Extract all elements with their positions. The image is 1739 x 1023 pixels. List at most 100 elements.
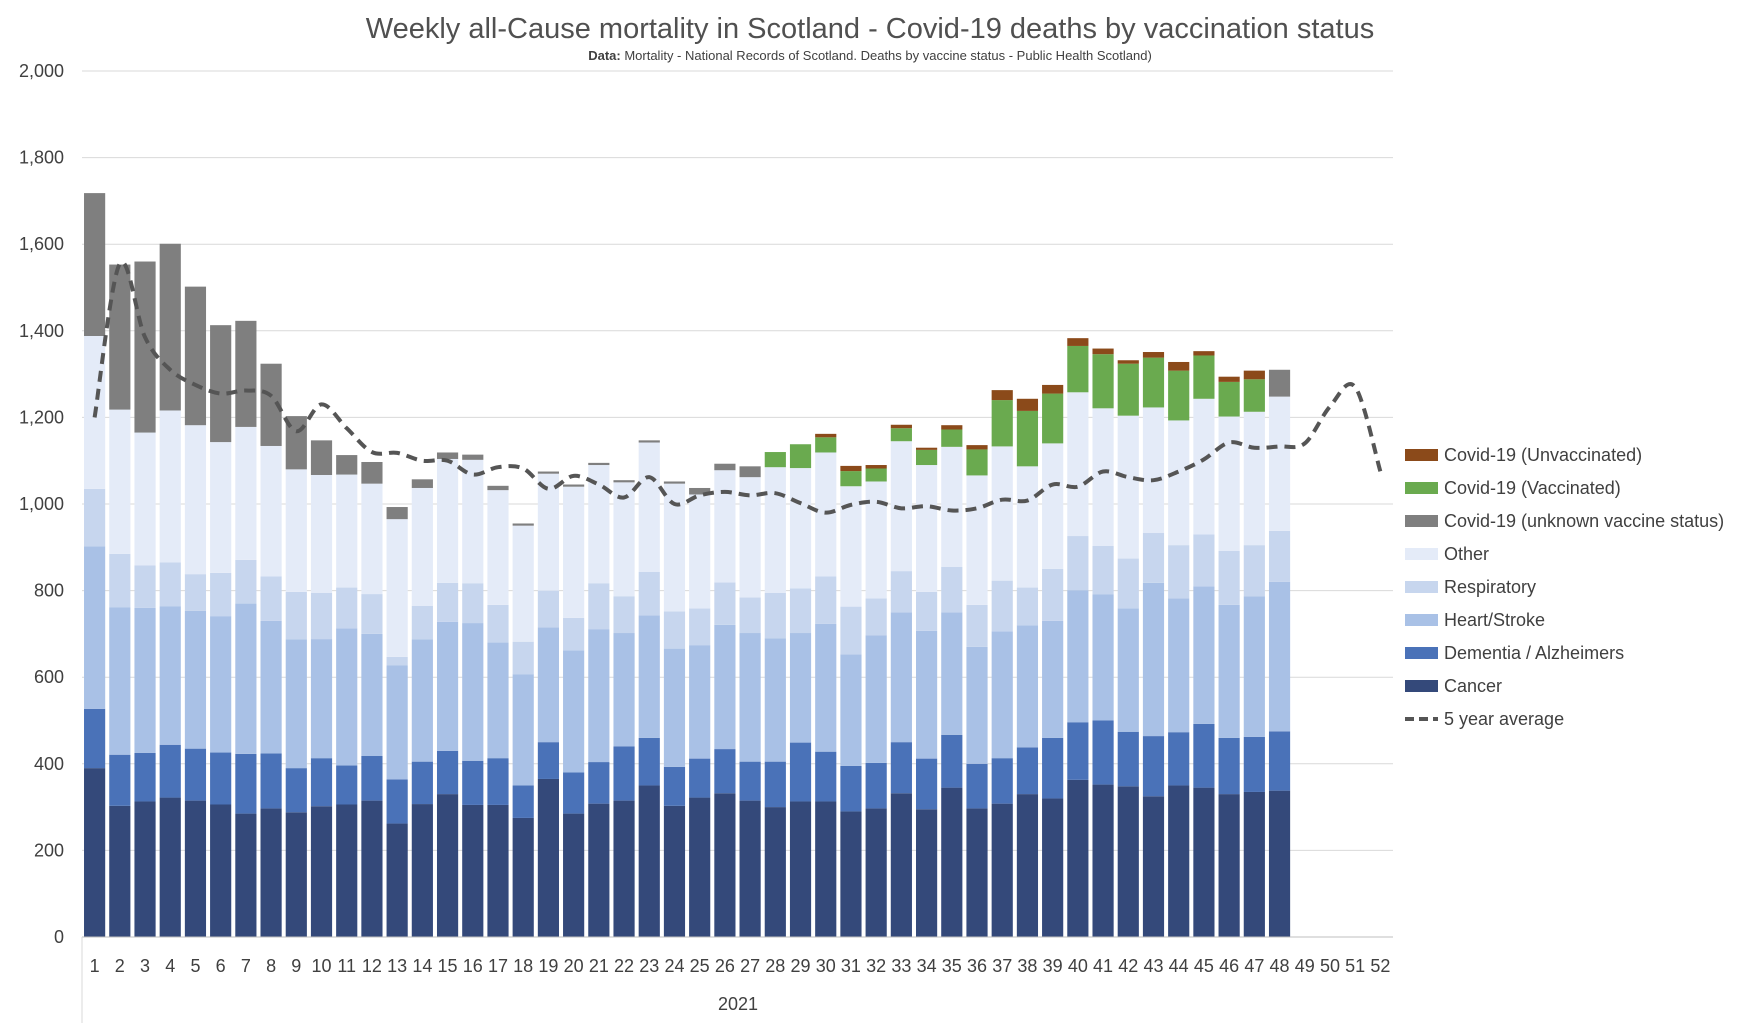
legend-label: Covid-19 (unknown vaccine status) (1444, 511, 1724, 531)
bar-segment (815, 801, 837, 937)
bar-segment (714, 470, 736, 583)
y-tick-label: 0 (54, 927, 64, 947)
x-tick-label: 10 (311, 956, 331, 976)
y-tick-label: 1,000 (19, 494, 64, 514)
bar-segment (638, 785, 660, 937)
bar-segment (1168, 732, 1190, 786)
bar-segment (865, 808, 887, 937)
bar-segment (84, 546, 106, 709)
bar-segment (613, 482, 635, 597)
bar-segment (361, 483, 383, 595)
bar-segment (487, 485, 509, 491)
legend-swatch (1405, 647, 1438, 659)
bar-segment (865, 465, 887, 469)
x-tick-label: 3 (140, 956, 150, 976)
bar-segment (235, 320, 257, 427)
five-year-average-line (92, 259, 1383, 515)
bar-segment (840, 465, 862, 472)
bar-segment (1042, 443, 1064, 569)
x-tick-label: 12 (362, 956, 382, 976)
bar-segment (941, 787, 963, 937)
bar-segment (739, 466, 761, 478)
bar-segment (386, 656, 408, 666)
bar-segment (613, 633, 635, 747)
bar-segment (159, 606, 181, 745)
bar-segment (689, 758, 711, 798)
bar-segment (1092, 546, 1114, 595)
y-tick-label: 800 (34, 581, 64, 601)
bar-segment (537, 590, 560, 628)
y-tick-label: 1,800 (19, 148, 64, 168)
x-tick-label: 26 (715, 956, 735, 976)
x-tick-label: 7 (241, 956, 251, 976)
bar-segment (890, 428, 912, 442)
bar-segment (966, 763, 988, 809)
bar-segment (537, 778, 560, 937)
bar-segment (663, 611, 686, 649)
x-tick-label: 27 (740, 956, 760, 976)
x-tick-label: 45 (1194, 956, 1214, 976)
x-tick-label: 35 (942, 956, 962, 976)
bar-segment (941, 446, 963, 567)
bar-segment (966, 445, 988, 450)
bar-segment (890, 612, 912, 743)
bar-segment (1142, 352, 1165, 358)
x-tick-label: 11 (337, 956, 356, 976)
bar-segment (1193, 534, 1215, 587)
bar-segment (1067, 392, 1089, 537)
bar-segment (1168, 785, 1190, 937)
bar-segment (789, 444, 812, 469)
bar-segment (1243, 736, 1265, 792)
bar-segment (764, 452, 786, 468)
bar-segment (966, 604, 988, 647)
bar-segment (159, 744, 181, 798)
legend: Covid-19 (Unvaccinated) Covid-19 (Vaccina… (1405, 445, 1724, 729)
bar-segment (638, 615, 660, 738)
bar-segment (1117, 731, 1139, 787)
bars (84, 193, 1291, 937)
bar-segment (210, 442, 232, 573)
bar-segment (512, 641, 534, 675)
bar-segment (1042, 568, 1064, 621)
bar-segment (1067, 338, 1089, 346)
x-tick-label: 23 (639, 956, 659, 976)
bar-segment (285, 639, 307, 769)
bar-segment (134, 752, 156, 802)
bar-segment (1268, 369, 1291, 397)
chart-title: Weekly all-Cause mortality in Scotland -… (366, 13, 1375, 45)
bar-segment (436, 582, 459, 622)
x-tick-label: 50 (1320, 956, 1340, 976)
x-tick-label: 13 (387, 956, 407, 976)
bar-segment (789, 588, 812, 634)
bar-segment (915, 630, 938, 759)
bar-segment (361, 594, 383, 634)
bar-segment (1268, 581, 1291, 732)
bar-segment (739, 597, 761, 634)
bar-segment (1142, 533, 1165, 583)
y-tick-label: 1,600 (19, 234, 64, 254)
legend-label: Respiratory (1444, 577, 1536, 597)
bar-segment (386, 779, 408, 824)
bar-segment (462, 459, 484, 584)
bar-segment (1117, 363, 1139, 416)
bar-segment (966, 646, 988, 764)
bar-segment (184, 748, 207, 801)
bar-segment (1268, 790, 1291, 937)
bar-segment (537, 627, 560, 743)
bar-segment (285, 768, 307, 813)
bar-segment (462, 454, 484, 460)
bar-segment (1042, 798, 1064, 937)
bar-segment (411, 605, 433, 640)
bar-segment (159, 797, 181, 937)
bar-segment (1218, 416, 1240, 551)
bar-segment (1268, 731, 1291, 791)
bar-segment (260, 576, 282, 621)
x-tick-label: 48 (1270, 956, 1290, 976)
bar-segment (991, 400, 1013, 447)
x-tick-label: 44 (1169, 956, 1189, 976)
bar-segment (865, 481, 887, 599)
bar-segment (1067, 536, 1089, 591)
bar-segment (210, 572, 232, 617)
bar-segment (1016, 625, 1039, 748)
bar-segment (689, 487, 711, 495)
